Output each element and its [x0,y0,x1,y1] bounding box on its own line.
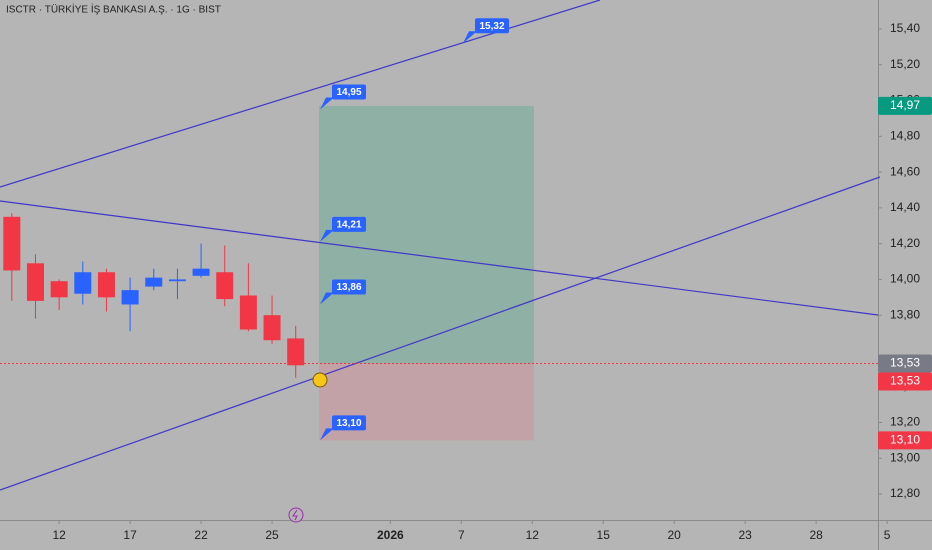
candle-body [263,315,281,341]
price-tag [878,96,932,115]
x-tick-label: 22 [194,528,208,542]
callout-box [332,415,366,431]
callout-label: 13,86 [336,282,361,293]
x-tick-label: 7 [458,528,465,542]
callout-label: 14,95 [336,87,361,98]
y-tick-label: 13,80 [890,307,920,321]
x-tick-label: 15 [597,528,611,542]
event-icon [292,509,298,521]
y-tick-label: 14,20 [890,236,920,250]
candle-body [121,290,139,305]
callout-label: 15,32 [479,21,504,32]
candle-body [3,216,21,271]
price-tag [878,372,932,391]
candle-body [192,268,210,276]
y-tick-label: 15,20 [890,57,920,71]
x-tick-label: 5 [884,528,891,542]
candle-body [97,272,115,298]
price-tag-label: 13,53 [890,374,920,388]
y-tick-label: 14,80 [890,128,920,142]
callout-label: 13,10 [336,418,361,429]
callout-pointer [320,428,334,441]
callout-box [332,216,366,232]
callout-pointer [463,31,477,44]
x-tick-label: 20 [668,528,682,542]
emoji-icon [312,372,328,388]
y-tick-label: 14,60 [890,164,920,178]
callout-label: 14,21 [336,219,361,230]
y-tick-label: 13,00 [890,450,920,464]
x-tick-label: 12 [52,528,66,542]
price-tag-label: 13,53 [890,356,920,370]
y-tick-label: 15,40 [890,21,920,35]
x-tick-label: 28 [809,528,823,542]
x-tick-label: 25 [265,528,279,542]
price-tag-label: 13,10 [890,433,920,447]
y-tick-label: 14,00 [890,272,920,286]
price-tag [878,354,932,373]
y-tick-label: 13,20 [890,415,920,429]
candle-body [74,272,92,294]
candle-body [287,338,305,366]
callout-box [332,279,366,295]
candle-body [168,279,186,282]
callout-box [332,84,366,100]
x-tick-label: 12 [526,528,540,542]
candle-body [239,295,257,330]
y-tick-label: 14,40 [890,200,920,214]
price-tag-label: 14,97 [890,98,920,112]
y-tick-label: 12,80 [890,486,920,500]
callout-pointer [320,229,334,242]
chart-title: ISCTR · TÜRKİYE İŞ BANKASI A.Ş. · 1G · B… [6,3,221,16]
x-tick-label: 2026 [377,528,404,542]
trend-line [0,200,879,316]
x-tick-label: 17 [123,528,137,542]
candle-body [216,272,234,300]
candle-body [26,263,44,301]
callout-box [475,18,509,34]
trend-line [0,176,881,491]
target-zone [319,105,534,364]
x-tick-label: 23 [738,528,752,542]
candle-body [145,277,163,287]
event-icon [288,507,304,523]
price-tag [878,431,932,450]
callout-pointer [320,97,334,110]
callout-pointer [320,292,334,305]
candle-body [50,281,68,298]
